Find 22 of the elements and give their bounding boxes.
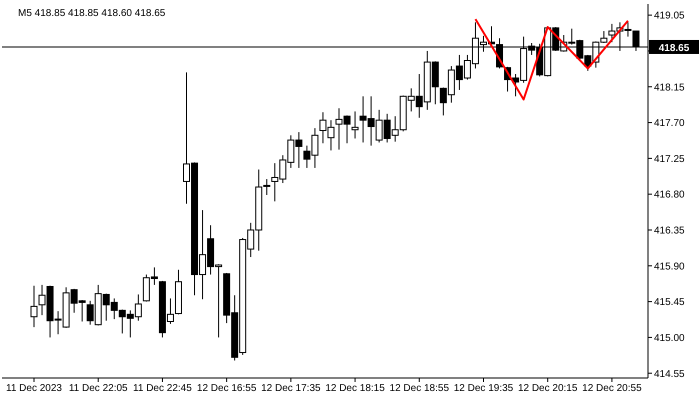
- x-tick-label: 12 Dec 20:15: [518, 383, 578, 394]
- y-tick-label: 419.05: [654, 10, 686, 22]
- y-tick-label: 416.80: [654, 190, 686, 201]
- y-tick-label: 415.45: [654, 297, 686, 308]
- x-tick-label: 11 Dec 22:45: [133, 383, 192, 394]
- x-tick-label: 12 Dec 16:55: [196, 383, 257, 394]
- x-tick-label: 12 Dec 20:55: [582, 383, 642, 394]
- x-tick-label: 12 Dec 18:15: [325, 383, 386, 394]
- y-tick-label: 415.90: [654, 261, 686, 272]
- x-tick-label: 12 Dec 17:35: [261, 383, 322, 394]
- ref-line-label: 418.65: [658, 42, 690, 54]
- y-tick-label: 417.70: [654, 118, 686, 130]
- y-tick-label: 418.15: [654, 82, 686, 94]
- chart-title: M5 418.85 418.85 418.60 418.65: [18, 8, 166, 19]
- y-tick-label: 416.35: [654, 226, 686, 237]
- x-tick-label: 12 Dec 19:35: [454, 383, 514, 394]
- x-tick-label: 12 Dec 18:55: [390, 383, 450, 394]
- y-tick-label: 415.00: [654, 332, 686, 344]
- x-tick-label: 11 Dec 22:05: [68, 383, 128, 394]
- y-tick-label: 414.55: [654, 368, 686, 380]
- x-tick-label: 11 Dec 2023: [6, 383, 62, 394]
- y-tick-label: 417.25: [654, 154, 686, 165]
